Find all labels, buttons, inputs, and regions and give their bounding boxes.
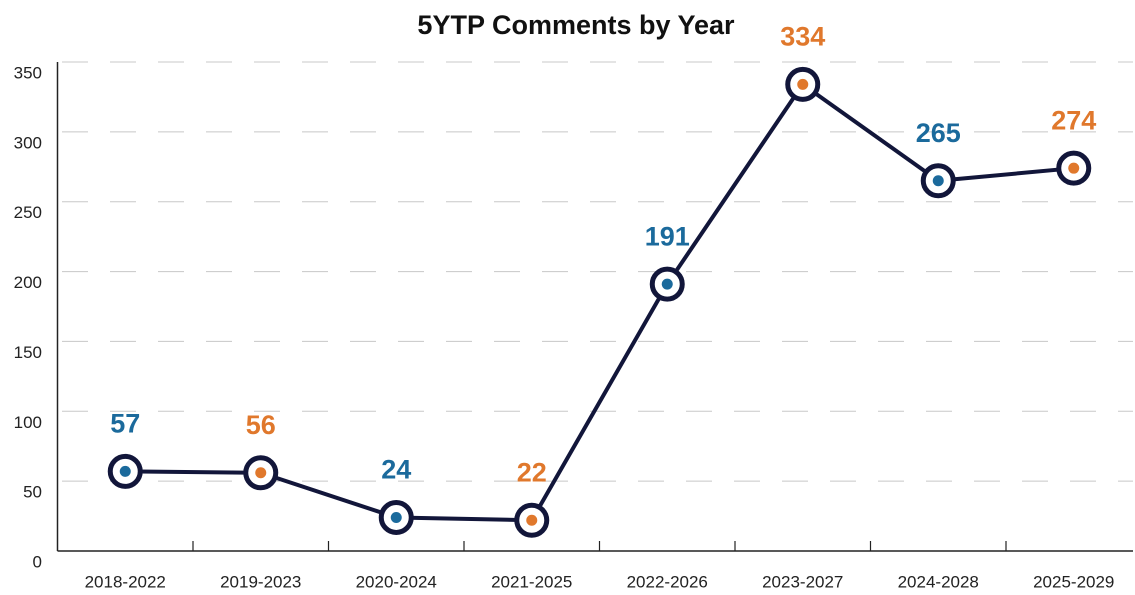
marker-dot (390, 511, 402, 523)
data-label: 24 (381, 455, 411, 485)
data-label: 274 (1051, 105, 1096, 135)
data-label: 56 (246, 410, 276, 440)
data-label: 22 (517, 457, 547, 487)
data-label: 265 (916, 118, 961, 148)
chart-title: 5YTP Comments by Year (417, 10, 735, 40)
marker-dot (1068, 162, 1080, 174)
line (125, 82, 1074, 523)
x-tick-label: 2022-2026 (627, 572, 708, 591)
y-tick-label: 250 (14, 203, 42, 222)
marker-dot (797, 78, 809, 90)
marker-dot (526, 514, 538, 526)
y-tick-label: 200 (14, 273, 42, 292)
marker-dot (255, 467, 267, 479)
y-tick-label: 0 (33, 552, 42, 571)
y-tick-label: 50 (23, 483, 42, 502)
data-label: 191 (645, 221, 690, 251)
x-tick-label: 2021-2025 (491, 572, 572, 591)
marker-dot (119, 465, 131, 477)
data-label: 57 (110, 408, 140, 438)
x-tick-label: 2023-2027 (762, 572, 843, 591)
y-tick-label: 300 (14, 133, 42, 152)
x-tick-label: 2020-2024 (356, 572, 437, 591)
x-tick-label: 2025-2029 (1033, 572, 1114, 591)
x-tick-label: 2024-2028 (898, 572, 979, 591)
x-tick-label: 2019-2023 (220, 572, 301, 591)
y-tick-label: 150 (14, 343, 42, 362)
data-label: 334 (780, 21, 825, 51)
marker-dot (932, 175, 944, 187)
x-tick-label: 2018-2022 (85, 572, 166, 591)
marker-dot (661, 278, 673, 290)
y-tick-label: 100 (14, 413, 42, 432)
y-tick-label: 350 (14, 63, 42, 82)
